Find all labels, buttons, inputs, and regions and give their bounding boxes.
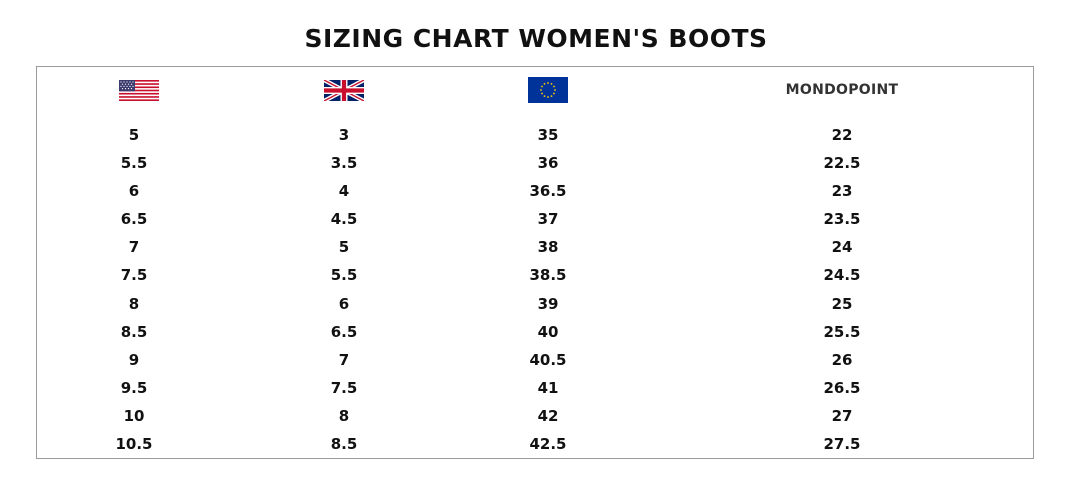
mondopoint-label: MONDOPOINT xyxy=(785,82,899,98)
eu-size-cell: 35 xyxy=(537,126,559,144)
sizing-chart-table xyxy=(36,66,1034,459)
mondopoint-size-cell: 26 xyxy=(831,350,853,369)
table-row: 5.5 3.5 36 22.5 xyxy=(0,149,1072,177)
uk-size-cell: 7 xyxy=(338,350,350,369)
mondopoint-size-cell: 23 xyxy=(831,182,853,201)
uk-size-cell: 3.5 xyxy=(330,154,358,173)
us-size-cell: 7 xyxy=(128,238,140,257)
eu-size-cell: 40.5 xyxy=(529,350,567,369)
page-title: SIZING CHART WOMEN'S BOOTS xyxy=(304,23,768,53)
table-row: 5 3 35 22 xyxy=(0,121,1072,149)
mondopoint-size-cell: 27.5 xyxy=(823,435,861,454)
table-row: 8 6 39 25 xyxy=(0,290,1072,318)
uk-size-cell: 6 xyxy=(338,294,350,313)
uk-size-cell: 4 xyxy=(338,182,350,201)
table-row: 10.5 8.5 42.5 27.5 xyxy=(0,430,1072,458)
eu-size-cell: 39 xyxy=(537,294,559,313)
us-size-cell: 8 xyxy=(128,294,140,313)
eu-size-cell: 40 xyxy=(537,322,559,341)
table-row: 10 8 42 27 xyxy=(0,402,1072,430)
table-row: 9 7 40.5 26 xyxy=(0,346,1072,374)
mondopoint-size-cell: 24 xyxy=(831,238,853,257)
uk-size-cell: 7.5 xyxy=(330,378,358,397)
column-header-eu xyxy=(488,77,608,103)
table-row: 7.5 5.5 38.5 24.5 xyxy=(0,261,1072,289)
us-size-cell: 5 xyxy=(128,126,140,144)
table-row: 8.5 6.5 40 25.5 xyxy=(0,318,1072,346)
table-row: 7 5 38 24 xyxy=(0,233,1072,261)
uk-size-cell: 8.5 xyxy=(330,435,358,454)
mondopoint-size-cell: 23.5 xyxy=(823,210,861,229)
mondopoint-size-cell: 22 xyxy=(831,126,853,144)
table-row: 6 4 36.5 23 xyxy=(0,177,1072,205)
uk-size-cell: 6.5 xyxy=(330,322,358,341)
mondopoint-size-cell: 27 xyxy=(831,406,853,425)
us-size-cell: 6.5 xyxy=(120,210,148,229)
mondopoint-size-cell: 25.5 xyxy=(823,322,861,341)
mondopoint-size-cell: 24.5 xyxy=(823,266,861,285)
us-size-cell: 10.5 xyxy=(115,435,153,454)
us-size-cell: 8.5 xyxy=(120,322,148,341)
us-size-cell: 6 xyxy=(128,182,140,201)
mondopoint-size-cell: 26.5 xyxy=(823,378,861,397)
mondopoint-size-cell: 22.5 xyxy=(823,154,861,173)
column-header-us xyxy=(79,77,199,103)
uk-size-cell: 5 xyxy=(338,238,350,257)
uk-size-cell: 3 xyxy=(338,126,350,144)
eu-size-cell: 38 xyxy=(537,238,559,257)
eu-flag-icon xyxy=(528,77,568,103)
uk-size-cell: 5.5 xyxy=(330,266,358,285)
eu-size-cell: 36 xyxy=(537,154,559,173)
uk-size-cell: 4.5 xyxy=(330,210,358,229)
eu-size-cell: 41 xyxy=(537,378,559,397)
us-size-cell: 10 xyxy=(123,406,145,425)
eu-size-cell: 37 xyxy=(537,210,559,229)
eu-size-cell: 36.5 xyxy=(529,182,567,201)
table-row: 9.5 7.5 41 26.5 xyxy=(0,374,1072,402)
uk-size-cell: 8 xyxy=(338,406,350,425)
us-size-cell: 5.5 xyxy=(120,154,148,173)
column-header-mondopoint: MONDOPOINT xyxy=(742,77,942,103)
us-size-cell: 9.5 xyxy=(120,378,148,397)
mondopoint-size-cell: 25 xyxy=(831,294,853,313)
us-flag-icon xyxy=(119,79,159,101)
table-row: 6.5 4.5 37 23.5 xyxy=(0,205,1072,233)
us-size-cell: 7.5 xyxy=(120,266,148,285)
eu-size-cell: 38.5 xyxy=(529,266,567,285)
eu-size-cell: 42 xyxy=(537,406,559,425)
us-size-cell: 9 xyxy=(128,350,140,369)
eu-size-cell: 42.5 xyxy=(529,435,567,454)
column-header-uk xyxy=(284,77,404,103)
uk-flag-icon xyxy=(324,79,364,101)
size-rows: 5 3 35 22 5.5 3.5 36 22.5 6 4 36.5 23 6.… xyxy=(0,121,1072,458)
